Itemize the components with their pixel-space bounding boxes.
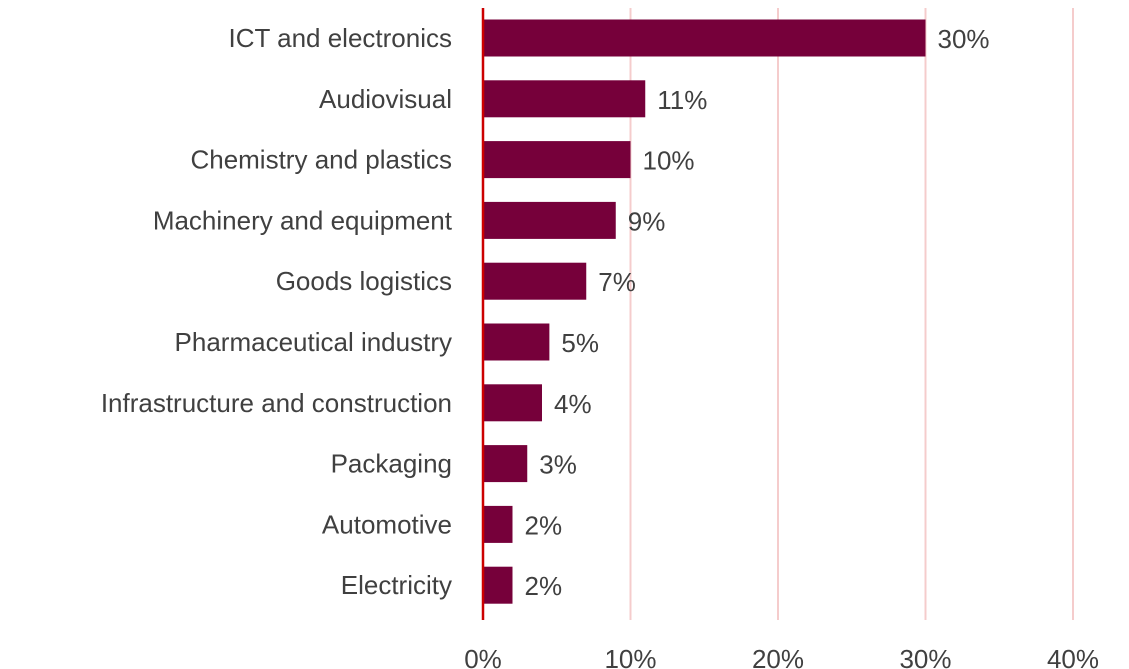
category-label: Electricity [341,570,452,600]
value-label: 30% [938,24,990,54]
value-label: 4% [554,389,592,419]
value-label: 3% [539,450,577,480]
category-label: Audiovisual [319,84,452,114]
label-layer: 0% 10% 20% 30% 40% ICT and electronics 30% Audi… [101,23,1099,669]
x-tick-label: 0% [464,644,502,669]
value-label: 11% [657,85,707,115]
value-label: 2% [525,571,563,601]
bar-ict-and-electronics [483,19,926,57]
category-label: Automotive [322,509,452,539]
x-tick-label: 20% [752,644,804,669]
bar-pharmaceutical-industry [483,323,550,361]
value-label: 7% [598,267,636,297]
bar-audiovisual [483,80,646,118]
category-label: Machinery and equipment [153,205,453,235]
category-label: Packaging [331,449,452,479]
category-label: Infrastructure and construction [101,388,452,418]
value-label: 9% [628,206,666,236]
x-tick-label: 40% [1047,644,1099,669]
value-label: 10% [643,146,695,176]
value-label: 2% [525,510,563,540]
category-label: Goods logistics [276,266,452,296]
bar-infrastructure-and-construction [483,384,542,422]
bar-layer [483,19,926,604]
x-tick-label: 30% [899,644,951,669]
bar-electricity [483,566,513,604]
value-label: 5% [561,328,599,358]
category-label: Chemistry and plastics [190,145,452,175]
bar-goods-logistics [483,262,587,300]
bar-machinery-and-equipment [483,201,616,239]
x-tick-label: 10% [604,644,656,669]
bar-packaging [483,445,528,483]
category-label: Pharmaceutical industry [175,327,452,357]
bar-automotive [483,505,513,543]
grid-layer [629,8,1074,620]
bar-chemistry-and-plastics [483,141,631,179]
category-label: ICT and electronics [228,23,452,53]
